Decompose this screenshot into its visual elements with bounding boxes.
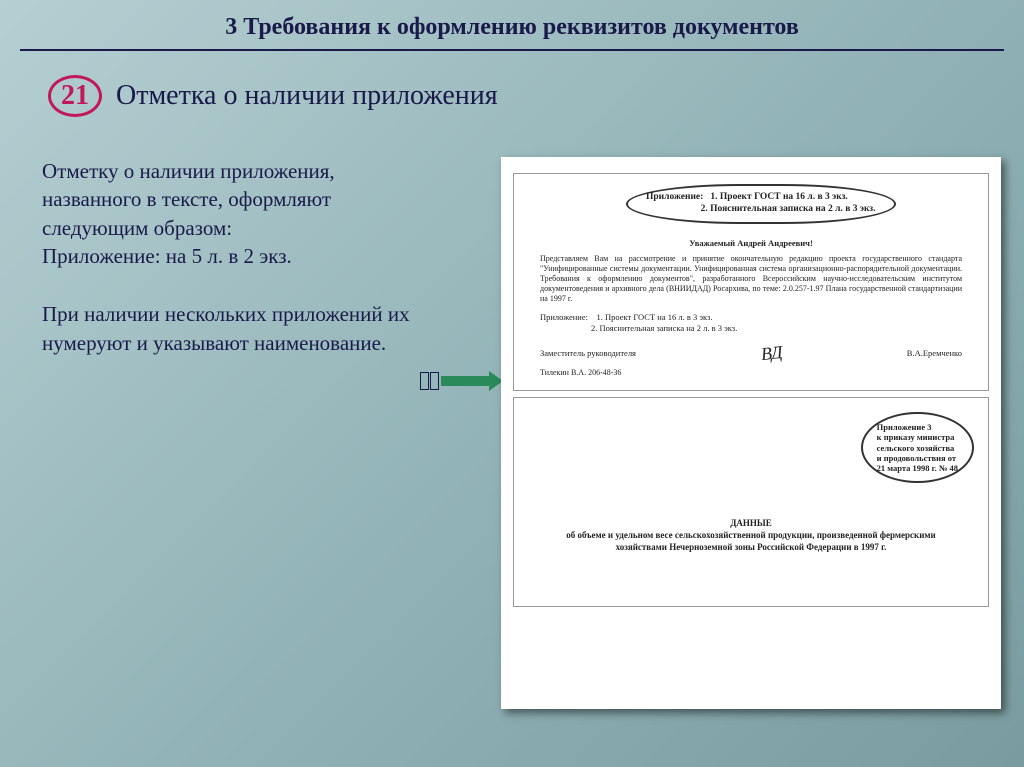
paragraph-1: Отметку о наличии приложения, названного… (42, 157, 410, 270)
arrow-icon (441, 376, 491, 386)
subtitle-text: Отметка о наличии приложения (116, 80, 498, 112)
document-sample-frame: Приложение: 1. Проект ГОСТ на 16 л. в 3 … (501, 157, 1001, 709)
page2-title-label: ДАННЫЕ (730, 518, 772, 528)
body-area: Отметку о наличии приложения, названного… (0, 157, 1024, 709)
arrow-origin-box (420, 372, 439, 390)
header-divider (20, 49, 1004, 51)
section-number-badge: 21 (48, 75, 102, 117)
paragraph-2: При наличии нескольких приложений их нум… (42, 300, 410, 357)
callout-top-oval: Приложение: 1. Проект ГОСТ на 16 л. в 3 … (626, 184, 896, 224)
left-column: Отметку о наличии приложения, названного… (20, 157, 410, 709)
sig-name: В.А.Еремченко (907, 348, 962, 359)
page2-title: ДАННЫЕ об объеме и удельном весе сельско… (524, 518, 978, 553)
arrow-column (420, 157, 491, 709)
signature-row: Заместитель руководителя ВД В.А.Еремченк… (540, 342, 962, 365)
signature-icon: ВД (760, 341, 784, 366)
sig-title: Заместитель руководителя (540, 348, 636, 359)
doc-greeting: Уважаемый Андрей Андреевич! (526, 238, 976, 249)
doc-footer: Тилекин В.А. 206-48-36 (540, 368, 962, 378)
page2-title-body: об объеме и удельном весе сельскохозяйст… (566, 530, 935, 552)
doc-attachment-block: Приложение: 1. Проект ГОСТ на 16 л. в 3 … (540, 312, 962, 333)
document-page-2: Приложение 3 к приказу министра сельског… (513, 397, 989, 607)
callout-right-oval: Приложение 3 к приказу министра сельског… (861, 412, 974, 483)
doc-body-text: Представляем Вам на рассмотрение и приня… (540, 254, 962, 304)
page-header-title: 3 Требования к оформлению реквизитов док… (0, 0, 1024, 49)
pointer-arrow (420, 372, 491, 390)
subtitle-row: 21 Отметка о наличии приложения (48, 75, 1024, 117)
document-page-1: Приложение: 1. Проект ГОСТ на 16 л. в 3 … (513, 173, 989, 391)
